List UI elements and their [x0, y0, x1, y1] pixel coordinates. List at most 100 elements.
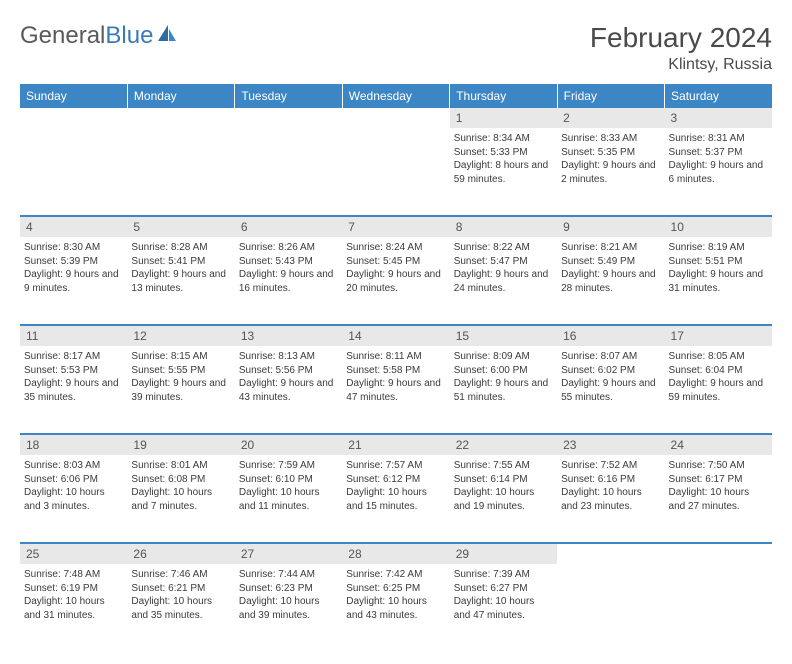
- sunset-text: Sunset: 5:41 PM: [131, 255, 230, 269]
- logo-text-2: Blue: [105, 22, 153, 50]
- sunset-text: Sunset: 6:23 PM: [239, 582, 338, 596]
- logo: GeneralBlue: [20, 22, 178, 50]
- day-cell: Sunrise: 7:50 AMSunset: 6:17 PMDaylight:…: [665, 455, 772, 543]
- day-detail: Sunrise: 8:01 AMSunset: 6:08 PMDaylight:…: [131, 459, 230, 513]
- day-number: 22: [450, 434, 557, 455]
- daylight-text: Daylight: 9 hours and 24 minutes.: [454, 268, 553, 295]
- sunrise-text: Sunrise: 8:05 AM: [669, 350, 768, 364]
- day-number: [20, 108, 127, 128]
- day-header: Thursday: [450, 84, 557, 108]
- day-cell: Sunrise: 7:44 AMSunset: 6:23 PMDaylight:…: [235, 564, 342, 652]
- day-detail: Sunrise: 8:05 AMSunset: 6:04 PMDaylight:…: [669, 350, 768, 404]
- content-row: Sunrise: 7:48 AMSunset: 6:19 PMDaylight:…: [20, 564, 772, 652]
- day-detail: Sunrise: 7:59 AMSunset: 6:10 PMDaylight:…: [239, 459, 338, 513]
- sunrise-text: Sunrise: 8:13 AM: [239, 350, 338, 364]
- day-detail: Sunrise: 7:55 AMSunset: 6:14 PMDaylight:…: [454, 459, 553, 513]
- sunset-text: Sunset: 6:02 PM: [561, 364, 660, 378]
- title-block: February 2024 Klintsy, Russia: [590, 22, 772, 74]
- day-detail: Sunrise: 8:07 AMSunset: 6:02 PMDaylight:…: [561, 350, 660, 404]
- sunrise-text: Sunrise: 8:17 AM: [24, 350, 123, 364]
- day-number: [665, 543, 772, 564]
- sunset-text: Sunset: 5:58 PM: [346, 364, 445, 378]
- sunrise-text: Sunrise: 7:50 AM: [669, 459, 768, 473]
- day-detail: Sunrise: 7:52 AMSunset: 6:16 PMDaylight:…: [561, 459, 660, 513]
- daylight-text: Daylight: 9 hours and 13 minutes.: [131, 268, 230, 295]
- day-cell: Sunrise: 8:17 AMSunset: 5:53 PMDaylight:…: [20, 346, 127, 434]
- day-cell: Sunrise: 8:34 AMSunset: 5:33 PMDaylight:…: [450, 128, 557, 216]
- day-detail: Sunrise: 7:44 AMSunset: 6:23 PMDaylight:…: [239, 568, 338, 622]
- sunrise-text: Sunrise: 7:44 AM: [239, 568, 338, 582]
- day-number: 26: [127, 543, 234, 564]
- sunset-text: Sunset: 6:10 PM: [239, 473, 338, 487]
- day-header: Saturday: [665, 84, 772, 108]
- day-number: 6: [235, 216, 342, 237]
- day-detail: Sunrise: 8:26 AMSunset: 5:43 PMDaylight:…: [239, 241, 338, 295]
- day-cell: [342, 128, 449, 216]
- day-cell: Sunrise: 8:31 AMSunset: 5:37 PMDaylight:…: [665, 128, 772, 216]
- day-detail: Sunrise: 8:13 AMSunset: 5:56 PMDaylight:…: [239, 350, 338, 404]
- day-cell: Sunrise: 7:52 AMSunset: 6:16 PMDaylight:…: [557, 455, 664, 543]
- daylight-text: Daylight: 9 hours and 39 minutes.: [131, 377, 230, 404]
- day-number: 29: [450, 543, 557, 564]
- daylight-text: Daylight: 10 hours and 43 minutes.: [346, 595, 445, 622]
- sunset-text: Sunset: 5:43 PM: [239, 255, 338, 269]
- day-detail: Sunrise: 8:31 AMSunset: 5:37 PMDaylight:…: [669, 132, 768, 186]
- daylight-text: Daylight: 9 hours and 43 minutes.: [239, 377, 338, 404]
- sunset-text: Sunset: 6:16 PM: [561, 473, 660, 487]
- daylight-text: Daylight: 9 hours and 59 minutes.: [669, 377, 768, 404]
- sunset-text: Sunset: 6:06 PM: [24, 473, 123, 487]
- sunrise-text: Sunrise: 8:01 AM: [131, 459, 230, 473]
- day-cell: Sunrise: 7:57 AMSunset: 6:12 PMDaylight:…: [342, 455, 449, 543]
- sunset-text: Sunset: 5:47 PM: [454, 255, 553, 269]
- day-number: 15: [450, 325, 557, 346]
- day-number: 24: [665, 434, 772, 455]
- daylight-text: Daylight: 9 hours and 28 minutes.: [561, 268, 660, 295]
- daynum-row: 45678910: [20, 216, 772, 237]
- day-number: [127, 108, 234, 128]
- sunrise-text: Sunrise: 8:19 AM: [669, 241, 768, 255]
- location: Klintsy, Russia: [590, 56, 772, 74]
- sunset-text: Sunset: 6:08 PM: [131, 473, 230, 487]
- sunset-text: Sunset: 5:51 PM: [669, 255, 768, 269]
- sunset-text: Sunset: 5:49 PM: [561, 255, 660, 269]
- day-number: 25: [20, 543, 127, 564]
- daylight-text: Daylight: 9 hours and 6 minutes.: [669, 159, 768, 186]
- day-number: 12: [127, 325, 234, 346]
- day-detail: Sunrise: 8:24 AMSunset: 5:45 PMDaylight:…: [346, 241, 445, 295]
- day-detail: Sunrise: 8:09 AMSunset: 6:00 PMDaylight:…: [454, 350, 553, 404]
- day-number: 3: [665, 108, 772, 128]
- day-cell: Sunrise: 8:33 AMSunset: 5:35 PMDaylight:…: [557, 128, 664, 216]
- day-detail: Sunrise: 8:03 AMSunset: 6:06 PMDaylight:…: [24, 459, 123, 513]
- day-detail: Sunrise: 8:11 AMSunset: 5:58 PMDaylight:…: [346, 350, 445, 404]
- sunrise-text: Sunrise: 8:11 AM: [346, 350, 445, 364]
- day-detail: Sunrise: 8:34 AMSunset: 5:33 PMDaylight:…: [454, 132, 553, 186]
- sunset-text: Sunset: 5:39 PM: [24, 255, 123, 269]
- sunrise-text: Sunrise: 8:33 AM: [561, 132, 660, 146]
- sunrise-text: Sunrise: 7:42 AM: [346, 568, 445, 582]
- day-detail: Sunrise: 8:22 AMSunset: 5:47 PMDaylight:…: [454, 241, 553, 295]
- day-cell: Sunrise: 8:28 AMSunset: 5:41 PMDaylight:…: [127, 237, 234, 325]
- day-cell: Sunrise: 7:59 AMSunset: 6:10 PMDaylight:…: [235, 455, 342, 543]
- day-cell: Sunrise: 7:46 AMSunset: 6:21 PMDaylight:…: [127, 564, 234, 652]
- day-header: Wednesday: [342, 84, 449, 108]
- sunrise-text: Sunrise: 7:57 AM: [346, 459, 445, 473]
- day-header: Monday: [127, 84, 234, 108]
- day-cell: Sunrise: 8:13 AMSunset: 5:56 PMDaylight:…: [235, 346, 342, 434]
- day-cell: Sunrise: 8:19 AMSunset: 5:51 PMDaylight:…: [665, 237, 772, 325]
- daynum-row: 2526272829: [20, 543, 772, 564]
- daylight-text: Daylight: 10 hours and 31 minutes.: [24, 595, 123, 622]
- day-number: 14: [342, 325, 449, 346]
- day-number: 5: [127, 216, 234, 237]
- sunrise-text: Sunrise: 7:52 AM: [561, 459, 660, 473]
- daylight-text: Daylight: 10 hours and 23 minutes.: [561, 486, 660, 513]
- day-cell: Sunrise: 8:21 AMSunset: 5:49 PMDaylight:…: [557, 237, 664, 325]
- day-detail: Sunrise: 7:57 AMSunset: 6:12 PMDaylight:…: [346, 459, 445, 513]
- daylight-text: Daylight: 8 hours and 59 minutes.: [454, 159, 553, 186]
- sunset-text: Sunset: 5:45 PM: [346, 255, 445, 269]
- sunset-text: Sunset: 6:12 PM: [346, 473, 445, 487]
- daylight-text: Daylight: 9 hours and 47 minutes.: [346, 377, 445, 404]
- sunset-text: Sunset: 5:33 PM: [454, 146, 553, 160]
- daylight-text: Daylight: 9 hours and 2 minutes.: [561, 159, 660, 186]
- day-number: 18: [20, 434, 127, 455]
- content-row: Sunrise: 8:34 AMSunset: 5:33 PMDaylight:…: [20, 128, 772, 216]
